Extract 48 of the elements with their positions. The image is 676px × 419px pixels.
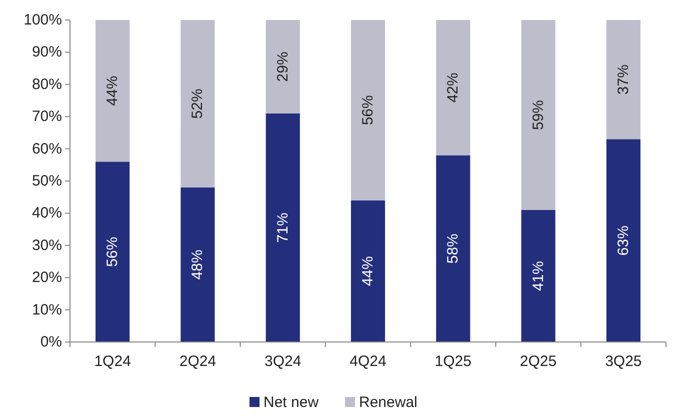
data-label: 44% xyxy=(360,256,376,286)
x-tick-label: 2Q24 xyxy=(179,353,216,370)
y-tick-label: 10% xyxy=(32,301,62,318)
data-label: 52% xyxy=(189,88,206,119)
y-tick-label: 20% xyxy=(32,269,62,286)
legend-label: Net new xyxy=(264,394,319,411)
data-label: 56% xyxy=(104,236,122,267)
x-tick-label: 3Q25 xyxy=(605,353,642,370)
y-tick-label: 90% xyxy=(32,44,62,61)
bar xyxy=(436,20,470,156)
data-label: 58% xyxy=(444,234,462,264)
data-label: 37% xyxy=(614,64,632,95)
bar xyxy=(521,210,556,342)
data-label: 56% xyxy=(360,95,376,126)
y-tick-label: 60% xyxy=(32,140,62,158)
y-tick-label: 0% xyxy=(40,334,62,350)
bar xyxy=(521,20,556,210)
y-tick-label: 30% xyxy=(32,236,62,254)
x-tick-label: 1Q24 xyxy=(94,353,131,370)
bar xyxy=(96,162,130,342)
data-label: 59% xyxy=(530,100,547,130)
x-tick-label: 3Q24 xyxy=(264,353,302,370)
x-tick-label: 2Q25 xyxy=(520,353,557,370)
y-tick-label: 50% xyxy=(32,172,62,190)
bar xyxy=(436,155,470,342)
y-tick-label: 70% xyxy=(32,108,62,126)
data-label: 71% xyxy=(274,212,292,243)
data-label: 44% xyxy=(104,76,122,106)
x-tick-label: 1Q25 xyxy=(434,353,472,370)
y-tick-label: 100% xyxy=(24,12,62,28)
bar xyxy=(350,200,386,342)
data-label: 63% xyxy=(614,226,632,256)
data-label: 42% xyxy=(444,72,462,103)
bar xyxy=(96,20,130,162)
legend-label: Renewal xyxy=(359,394,418,411)
bar xyxy=(266,113,300,342)
bar xyxy=(606,139,640,342)
bar xyxy=(606,20,640,140)
bar xyxy=(180,187,215,342)
data-label: 29% xyxy=(274,52,292,82)
data-label: 48% xyxy=(189,250,206,280)
data-label: 41% xyxy=(530,260,547,292)
x-tick-label: 4Q24 xyxy=(350,353,386,370)
bar xyxy=(180,20,215,188)
y-tick-label: 40% xyxy=(32,204,62,222)
bar xyxy=(266,20,300,114)
y-tick-label: 80% xyxy=(32,76,62,93)
bar xyxy=(350,20,386,200)
